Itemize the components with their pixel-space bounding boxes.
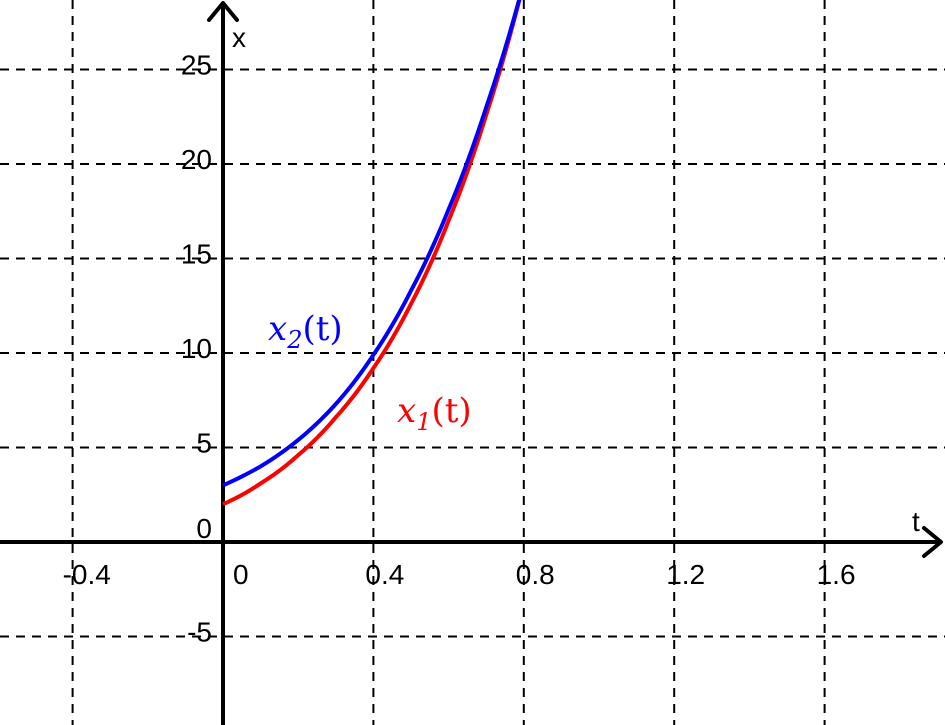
x-tick-label: 0: [233, 559, 249, 590]
y-tick-label: 20: [181, 144, 212, 175]
y-tick-label: 25: [181, 50, 212, 81]
x-tick-label: -0.4: [63, 559, 111, 590]
series-label-x2: x2(t): [268, 309, 343, 354]
x-tick-label: 0.4: [365, 559, 404, 590]
x-axis-arrowhead: [922, 526, 943, 558]
y-axis-label: x: [232, 22, 246, 53]
series-group: [222, 0, 522, 507]
y-tick-label: 15: [181, 239, 212, 270]
x-tick-label: 0.8: [516, 559, 555, 590]
series-label-x1: x1(t): [397, 391, 472, 436]
x-tick-label: 1.2: [666, 559, 705, 590]
tick-labels: -0.4 0 0.4 0.8 1.2 1.6 -5 0 5 10 15 20 25: [63, 50, 856, 648]
y-tick-label: 10: [181, 333, 212, 364]
series-label-x2-sub: 2: [286, 326, 302, 354]
series-label-x1-arg: (t): [431, 391, 471, 431]
x-axis-label: t: [912, 506, 920, 537]
series-line-x1: [222, 0, 522, 507]
y-tick-label: 0: [196, 513, 212, 544]
series-label-x2-arg: (t): [302, 309, 342, 349]
y-tick-label: -5: [187, 617, 212, 648]
y-tick-label: 5: [196, 428, 212, 459]
x-tick-label: 1.6: [817, 559, 856, 590]
y-axis-arrowhead: [207, 1, 239, 22]
series-line-x2: [222, 0, 522, 488]
series-label-x1-var: x: [397, 391, 416, 431]
series-label-x2-var: x: [268, 309, 287, 349]
labels: t x x2(t) x1(t): [232, 22, 920, 537]
series-label-x1-sub: 1: [416, 408, 431, 436]
